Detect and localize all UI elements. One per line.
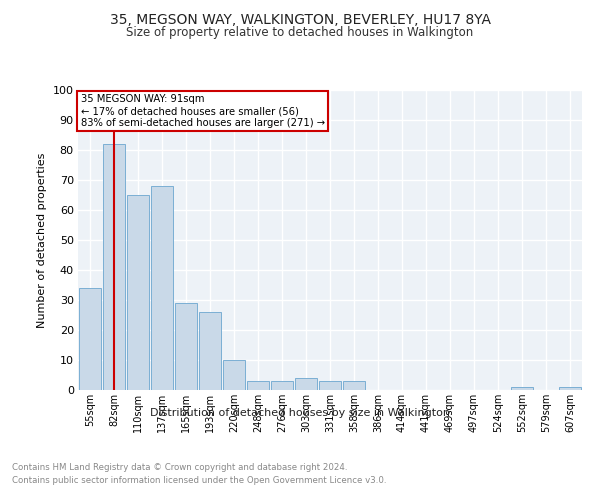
Text: 35, MEGSON WAY, WALKINGTON, BEVERLEY, HU17 8YA: 35, MEGSON WAY, WALKINGTON, BEVERLEY, HU… [110,12,491,26]
Bar [127,195,149,390]
Text: Distribution of detached houses by size in Walkington: Distribution of detached houses by size … [150,408,450,418]
Bar [511,387,533,390]
Text: Size of property relative to detached houses in Walkington: Size of property relative to detached ho… [127,26,473,39]
Bar [79,288,101,390]
Text: Contains HM Land Registry data © Crown copyright and database right 2024.: Contains HM Land Registry data © Crown c… [12,462,347,471]
Bar [199,312,221,390]
Bar [223,360,245,390]
Bar [559,387,581,390]
Bar [151,186,173,390]
Bar [247,381,269,390]
Bar [103,144,125,390]
Y-axis label: Number of detached properties: Number of detached properties [37,152,47,328]
Bar [295,378,317,390]
Text: Contains public sector information licensed under the Open Government Licence v3: Contains public sector information licen… [12,476,386,485]
Bar [343,381,365,390]
Bar [271,381,293,390]
Bar [319,381,341,390]
Bar [175,303,197,390]
Text: 35 MEGSON WAY: 91sqm
← 17% of detached houses are smaller (56)
83% of semi-detac: 35 MEGSON WAY: 91sqm ← 17% of detached h… [80,94,325,128]
